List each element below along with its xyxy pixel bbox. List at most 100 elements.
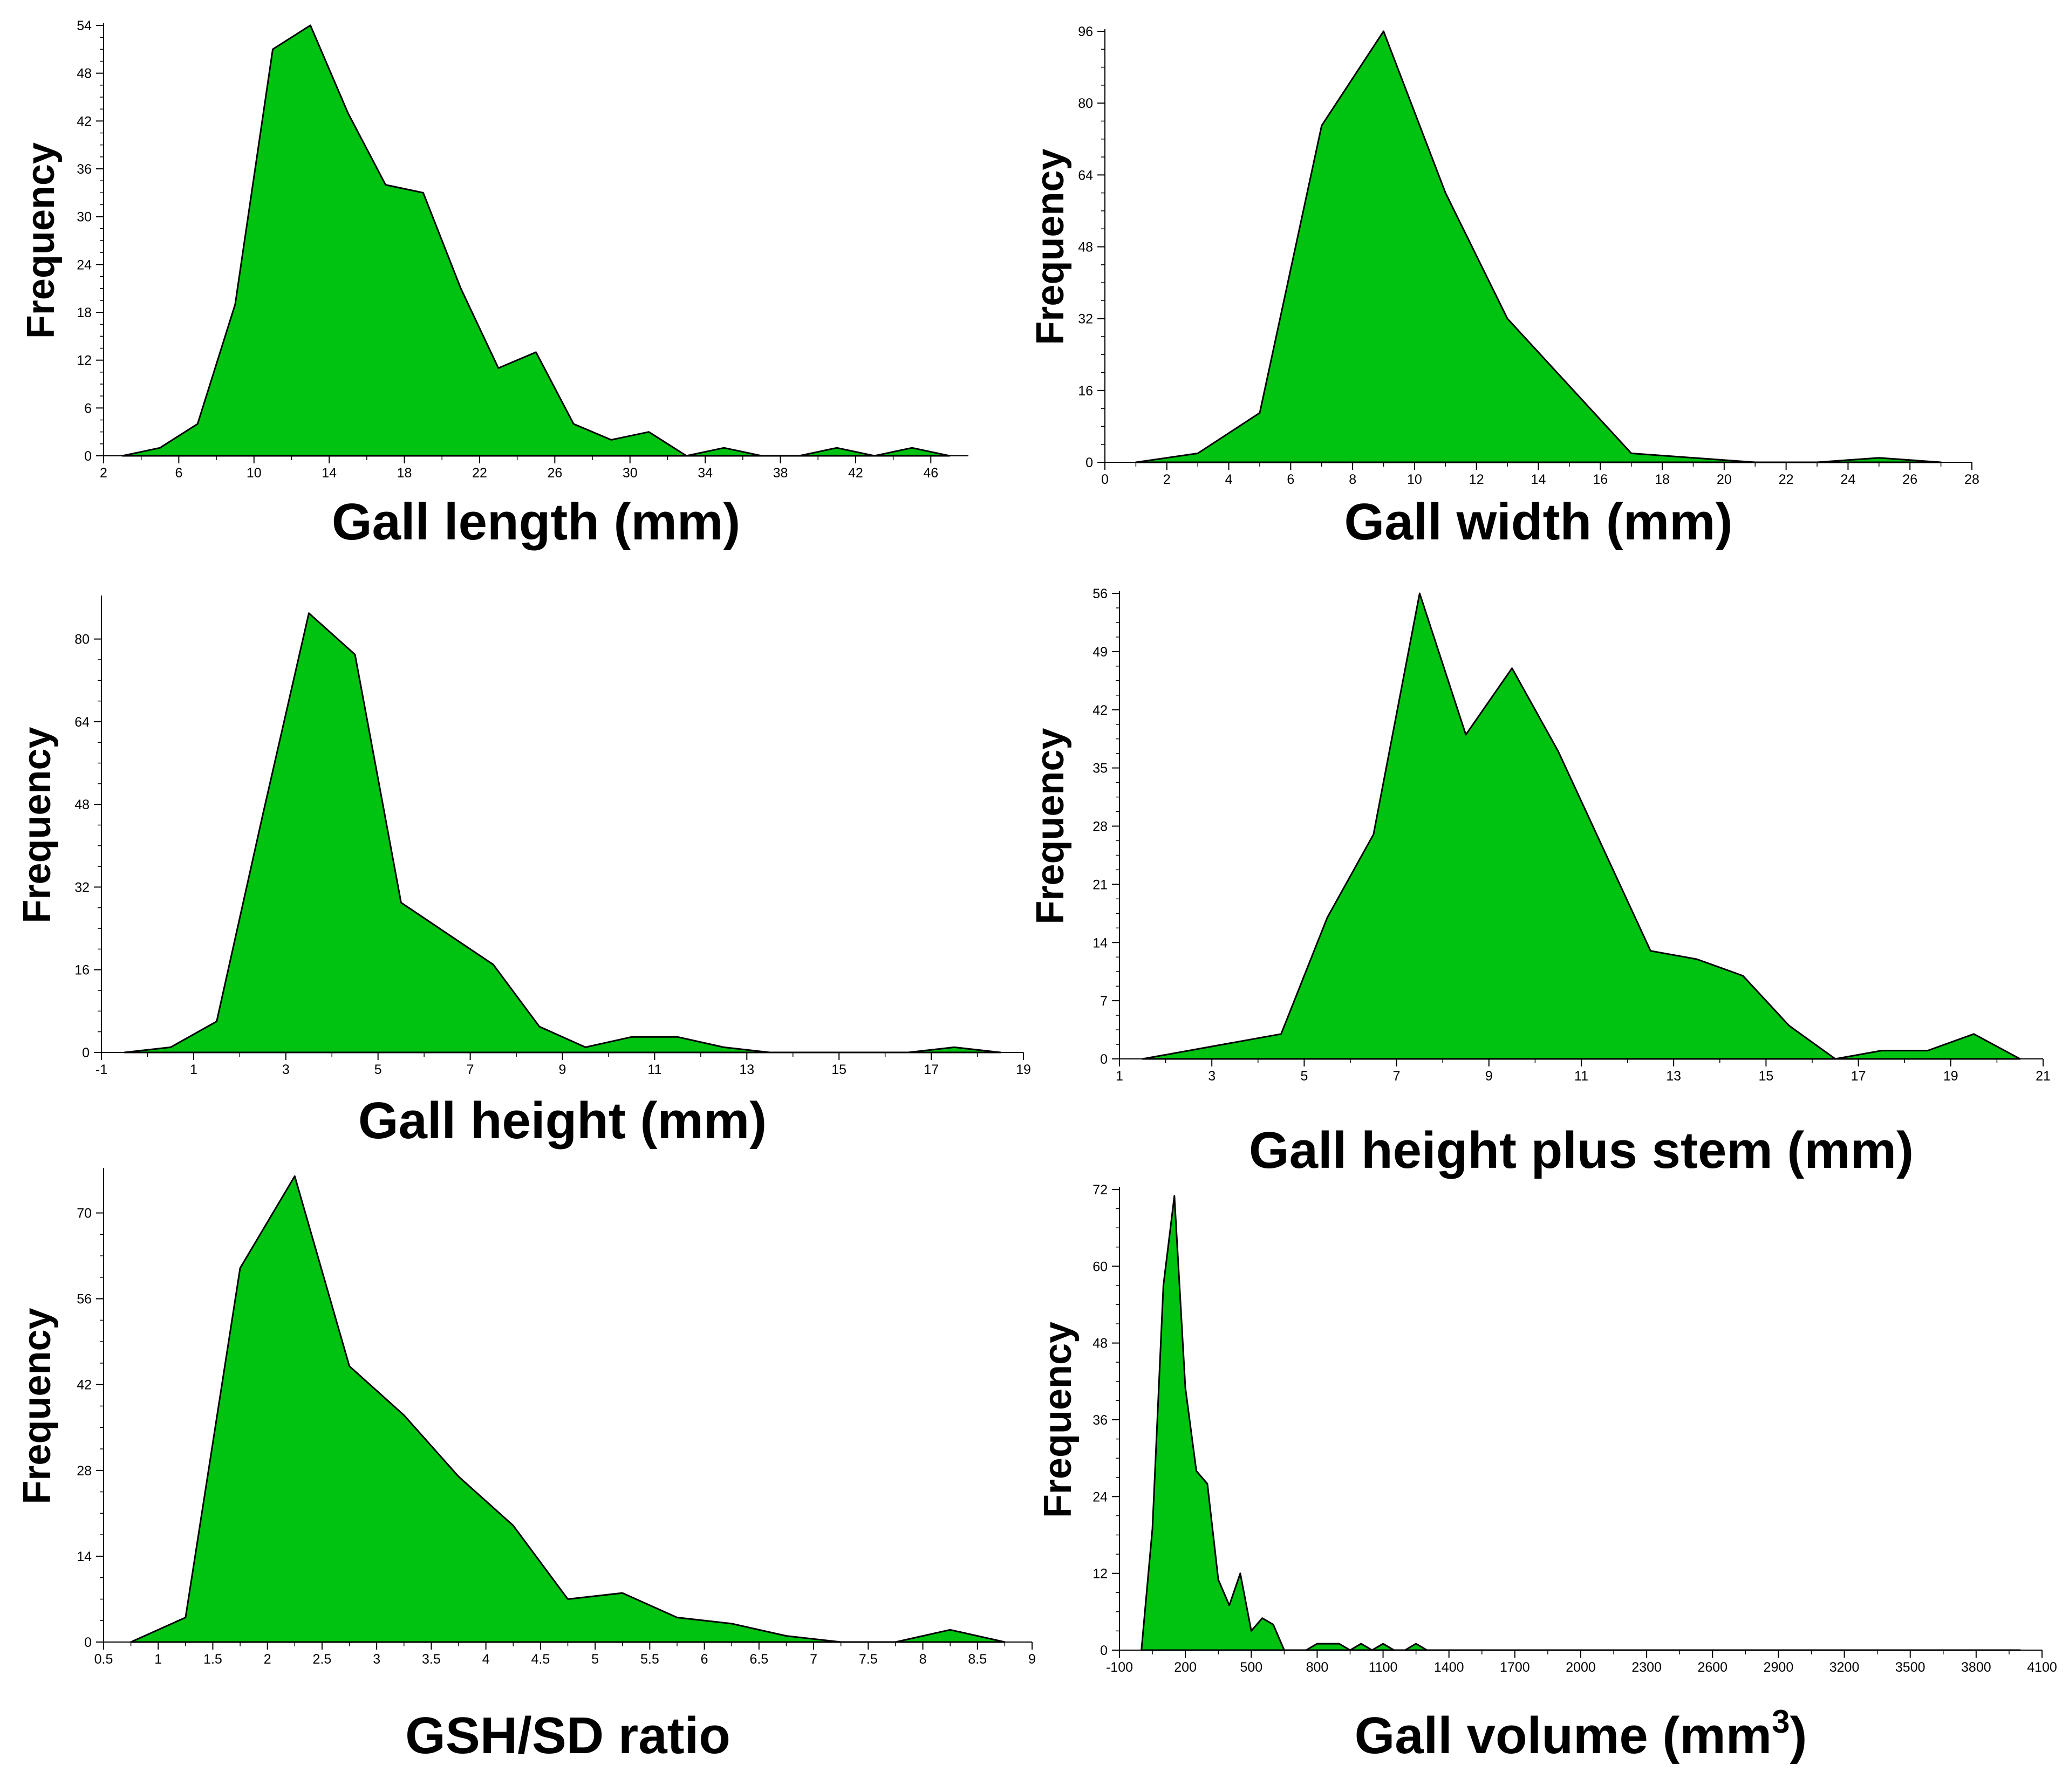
- x-tick-label: 2.5: [313, 1652, 332, 1667]
- y-tick-label: 21: [1092, 877, 1108, 892]
- y-tick-label: 42: [77, 1378, 92, 1393]
- x-tick-label: 5: [591, 1652, 599, 1667]
- x-tick-label: 9: [1485, 1069, 1493, 1084]
- frequency-area-volume: [1141, 1195, 2021, 1651]
- x-tick-label: 0: [1101, 472, 1109, 487]
- x-tick-label: 7: [810, 1652, 817, 1667]
- y-tick-label: 35: [1092, 761, 1108, 776]
- y-axis-label: Frequency: [1036, 1322, 1080, 1518]
- x-tick-label: 5: [1300, 1069, 1308, 1084]
- y-tick-label: 70: [77, 1206, 92, 1221]
- x-tick-label: 9: [559, 1062, 566, 1077]
- x-tick-label: 14: [322, 466, 337, 481]
- x-tick-label: 1700: [1500, 1660, 1530, 1675]
- y-tick-label: 36: [77, 162, 92, 177]
- x-tick-label: 1: [1116, 1069, 1123, 1084]
- x-tick-label: 200: [1174, 1660, 1197, 1675]
- frequency-area-height: [124, 612, 1001, 1054]
- x-tick-label: 4100: [2027, 1660, 2057, 1675]
- x-tick-label: 12: [1469, 472, 1484, 487]
- x-tick-label: 24: [1841, 472, 1856, 487]
- x-tick-label: 3: [373, 1652, 380, 1667]
- x-tick-label: -100: [1106, 1660, 1133, 1675]
- x-tick-label: 3: [1208, 1069, 1216, 1084]
- y-axis-label: Frequency: [1029, 148, 1072, 345]
- x-tick-label: 18: [1655, 472, 1670, 487]
- y-axis-label: Frequency: [16, 727, 59, 923]
- y-axis-label: Frequency: [16, 1308, 59, 1504]
- y-tick-label: 28: [1092, 819, 1108, 835]
- x-tick-label: 17: [924, 1062, 939, 1077]
- y-tick-label: 80: [74, 632, 90, 647]
- x-tick-label: 1: [190, 1062, 197, 1077]
- y-tick-label: 14: [77, 1549, 92, 1564]
- y-tick-label: 12: [77, 353, 92, 368]
- y-tick-label: 0: [1100, 1643, 1108, 1658]
- y-tick-label: 24: [1092, 1489, 1108, 1504]
- y-tick-label: 64: [74, 715, 90, 730]
- chart-panel-ratio: 0.5 1 1.5 2 2.5 3 3.5 4 4.5 5 5.5 6 6.5 7 7.5 8 8.5 9 0 14 2…: [16, 1168, 1036, 1764]
- x-tick-label: 3.5: [422, 1652, 441, 1667]
- x-tick-label: 13: [739, 1062, 754, 1077]
- x-tick-label: 2600: [1697, 1660, 1727, 1675]
- y-tick-label: 56: [77, 1292, 92, 1307]
- x-tick-label: 8: [1349, 472, 1356, 487]
- x-tick-label: 2: [264, 1652, 271, 1667]
- y-tick-label: 18: [77, 305, 92, 320]
- panel-title: Gall width (mm): [1344, 493, 1733, 551]
- x-tick-label: 22: [1779, 472, 1794, 487]
- y-tick-label: 64: [1078, 168, 1093, 183]
- y-tick-label: 96: [1078, 24, 1093, 39]
- x-tick-label: 2: [100, 466, 107, 481]
- panel-title: Gall volume (mm3): [1355, 1704, 1807, 1764]
- y-tick-label: 7: [1100, 994, 1108, 1009]
- x-tick-label: 6: [701, 1652, 708, 1667]
- x-tick-label: 17: [1851, 1069, 1866, 1084]
- x-tick-label: 10: [1407, 472, 1422, 487]
- y-tick-label: 24: [77, 257, 92, 272]
- x-tick-label: 8: [919, 1652, 927, 1667]
- panel-title: Gall height plus stem (mm): [1249, 1121, 1914, 1179]
- y-tick-label: 6: [84, 401, 92, 416]
- frequency-area-height_stem: [1142, 592, 2021, 1060]
- x-tick-label: 28: [1964, 472, 1979, 487]
- y-tick-label: 72: [1092, 1182, 1108, 1198]
- x-tick-label: 1100: [1369, 1660, 1398, 1675]
- x-tick-label: 5: [374, 1062, 382, 1077]
- x-tick-label: 20: [1717, 472, 1732, 487]
- x-tick-label: 34: [698, 466, 713, 481]
- x-tick-label: 8.5: [968, 1652, 987, 1667]
- y-tick-label: 28: [77, 1463, 92, 1479]
- panel-title: GSH/SD ratio: [405, 1707, 730, 1764]
- y-tick-label: 0: [84, 449, 92, 464]
- chart-panel-height_stem: 1 3 5 7 9 11 13 15 17 19 210714212835424956Frequen…: [1029, 586, 2051, 1179]
- panel-title: Gall height (mm): [358, 1092, 767, 1150]
- x-tick-label: 1: [154, 1652, 162, 1667]
- x-tick-label: 1.5: [203, 1652, 222, 1667]
- x-tick-label: 10: [247, 466, 262, 481]
- x-tick-label: 500: [1240, 1660, 1262, 1675]
- y-tick-label: 60: [1092, 1259, 1108, 1274]
- x-tick-label: 2000: [1566, 1660, 1596, 1675]
- y-tick-label: 42: [1092, 703, 1108, 718]
- x-tick-label: 3500: [1895, 1660, 1925, 1675]
- y-tick-label: 56: [1092, 586, 1108, 601]
- x-tick-label: 1400: [1434, 1660, 1464, 1675]
- y-tick-label: 0: [82, 1045, 90, 1061]
- x-tick-label: 19: [1016, 1062, 1031, 1077]
- y-tick-label: 0: [1085, 455, 1093, 470]
- x-tick-label: 2: [1163, 472, 1171, 487]
- y-tick-label: 32: [74, 880, 90, 895]
- x-tick-label: 9: [1028, 1652, 1036, 1667]
- y-tick-label: 49: [1092, 645, 1108, 660]
- y-axis-label: Frequency: [1029, 728, 1072, 924]
- x-tick-label: 46: [923, 466, 938, 481]
- panel-title-main: Gall volume (mm: [1355, 1707, 1772, 1764]
- y-tick-label: 54: [77, 18, 92, 33]
- y-tick-label: 16: [1078, 384, 1093, 399]
- frequency-area-length: [121, 24, 951, 457]
- x-tick-label: 6: [1287, 472, 1294, 487]
- frequency-area-width: [1135, 30, 1942, 463]
